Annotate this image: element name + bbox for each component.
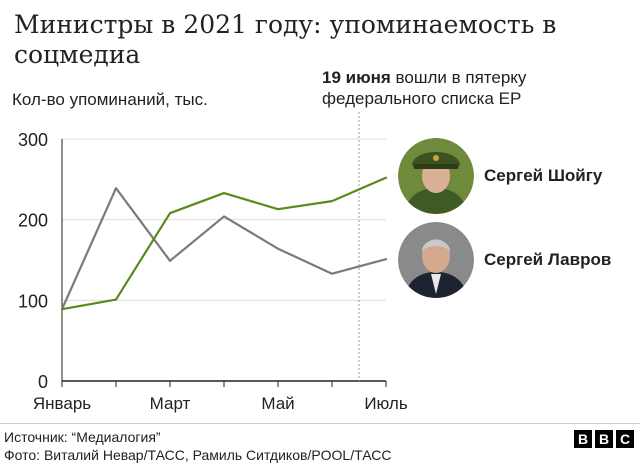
legend-label-shoigu: Сергей Шойгу: [484, 166, 603, 185]
bbc-logo: B B C: [574, 430, 634, 448]
legend-label-lavrov: Сергей Лавров: [484, 250, 612, 269]
x-tick-label: Июль: [364, 394, 408, 413]
y-tick-label: 300: [18, 130, 48, 150]
bbc-logo-letter: B: [595, 430, 613, 448]
portrait-shoigu-icon: [398, 138, 474, 214]
bbc-logo-letter: C: [616, 430, 634, 448]
bbc-logo-letter: B: [574, 430, 592, 448]
legend-item-lavrov: Сергей Лавров: [398, 222, 611, 298]
x-tick-label: Январь: [33, 394, 91, 413]
series-line-lavrov: [60, 187, 388, 311]
y-tick-label: 200: [18, 211, 48, 231]
y-tick-label: 100: [18, 291, 48, 311]
x-tick-label: Март: [150, 394, 191, 413]
legend-item-shoigu: Сергей Шойгу: [398, 138, 602, 214]
chart-title: Министры в 2021 году: упоминаемость в со…: [14, 10, 557, 69]
annotation-note: 19 июня вошли в пятерку федерального спи…: [322, 67, 622, 109]
y-axis-label: Кол-во упоминаний, тыс.: [12, 90, 208, 109]
photo-credit: Фото: Виталий Невар/ТАСС, Рамиль Ситдико…: [4, 447, 392, 463]
y-tick-label: 0: [38, 372, 48, 392]
annotation-text: вошли в пятерку федерального списка ЕР: [322, 68, 527, 108]
source-credit: Источник: “Медиалогия”: [4, 429, 161, 445]
annotation-date: 19 июня: [322, 68, 391, 87]
portrait-lavrov-icon: [398, 222, 474, 298]
line-chart: 0 100 200 300 Январь Март Май Июль: [18, 112, 408, 413]
series-line-shoigu: [60, 176, 388, 311]
x-tick-label: Май: [261, 394, 294, 413]
footer-divider: [0, 423, 640, 424]
